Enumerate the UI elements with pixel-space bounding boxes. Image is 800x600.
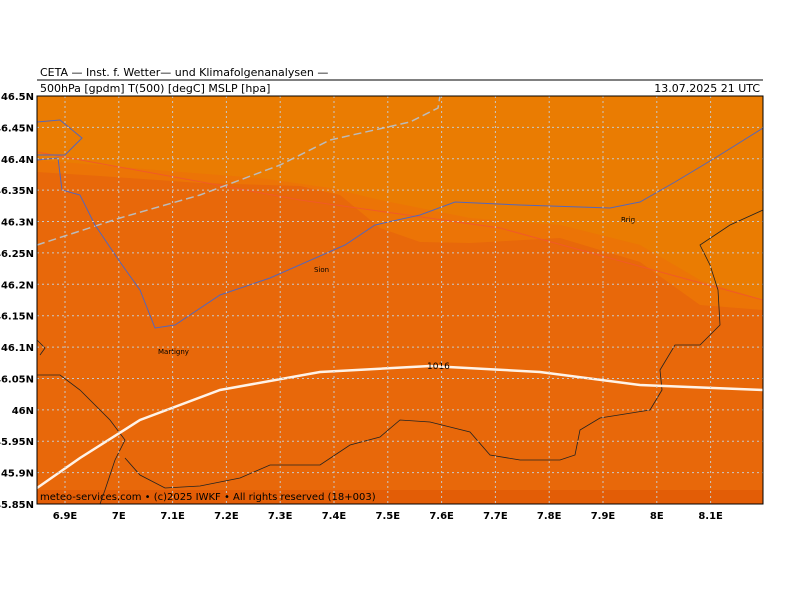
map-area: 1016 Sion Brig Martigny meteo-services.c… [36, 95, 764, 505]
x-tick-label: 7.9E [591, 511, 616, 522]
isobar [36, 364, 764, 490]
x-tick-label: 7.1E [160, 511, 185, 522]
tick-labels: 46.5N 46.45N 46.4N 46.35N 46.3N 46.25N 46.2N 46… [0, 92, 723, 522]
x-tick-label: 7.6E [429, 511, 454, 522]
x-tick-label: 7.4E [322, 511, 347, 522]
x-tick-label: 6.9E [53, 511, 78, 522]
x-tick-label: 7.2E [214, 511, 239, 522]
y-tick-label: 46.15N [0, 312, 34, 323]
map-frame [36, 95, 764, 505]
x-tick-label: 7E [112, 511, 126, 522]
geopotential-line [36, 95, 441, 246]
y-tick-label: 46.45N [0, 123, 34, 134]
y-tick-label: 45.95N [0, 437, 34, 448]
place-label: Brig [621, 216, 635, 224]
temperature-field-light [37, 96, 763, 300]
y-tick-label: 46.3N [1, 218, 34, 229]
place-label: Martigny [158, 348, 189, 356]
y-tick-label: 46.05N [0, 374, 34, 385]
header-datetime: 13.07.2025 21 UTC [654, 82, 760, 95]
y-tick-label: 46.5N [1, 92, 34, 103]
y-tick-label: 46.35N [0, 186, 34, 197]
y-tick-label: 46N [12, 406, 34, 417]
x-tick-label: 7.5E [376, 511, 401, 522]
y-tick-label: 46.4N [1, 155, 34, 166]
isotherm [36, 151, 764, 301]
x-tick-label: 7.7E [483, 511, 508, 522]
header-fields: 500hPa [gpdm] T(500) [degC] MSLP [hpa] [40, 82, 270, 95]
y-tick-label: 46.1N [1, 343, 34, 354]
y-tick-label: 46.25N [0, 249, 34, 260]
x-tick-label: 8E [650, 511, 664, 522]
footer-credit: meteo-services.com • (c)2025 IWKF • All … [40, 492, 376, 503]
place-label: Sion [314, 266, 329, 274]
border-black [36, 209, 764, 505]
x-tick-label: 7.3E [268, 511, 293, 522]
y-tick-label: 45.85N [0, 500, 34, 511]
grid [37, 96, 763, 504]
isobar-label: 1016 [427, 362, 450, 372]
x-tick-label: 8.1E [698, 511, 723, 522]
border-blue [36, 119, 764, 329]
y-tick-label: 45.9N [1, 469, 34, 480]
temperature-field-dark [37, 490, 763, 504]
y-tick-label: 46.2N [1, 280, 34, 291]
x-tick-label: 7.8E [537, 511, 562, 522]
header-title: CETA — Inst. f. Wetter— und Klimafolgena… [40, 66, 328, 79]
